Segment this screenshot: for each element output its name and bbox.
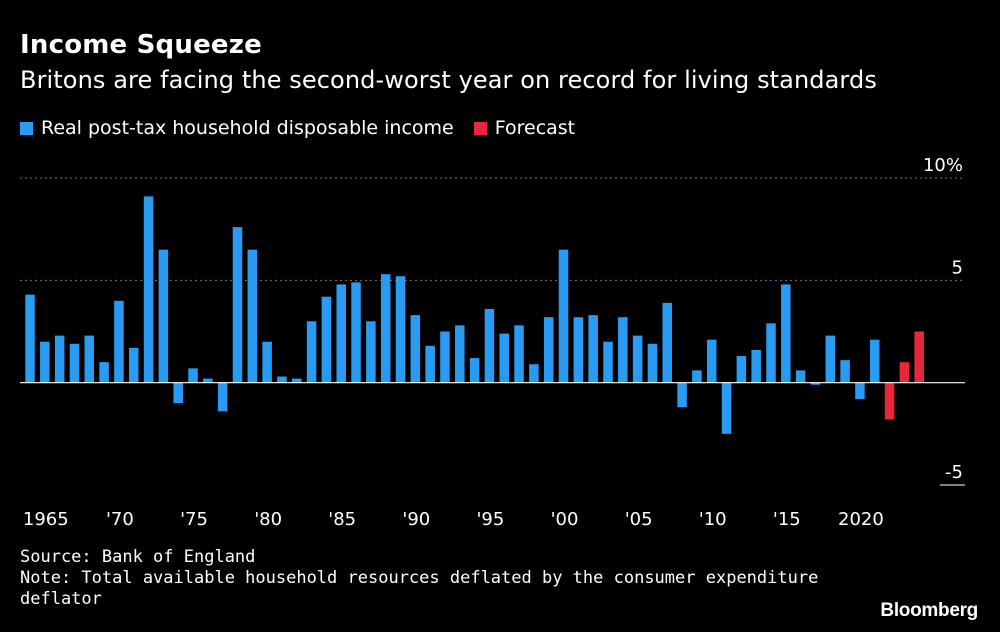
bar-1966 [54,335,65,383]
bar-1992 [440,331,450,383]
bar-2005 [632,335,643,383]
bar-1999 [543,317,554,383]
x-tick-label-2015: '15 [773,509,801,530]
bar-1970 [114,300,124,383]
bar-1977 [217,382,228,412]
bar-1974 [173,382,183,404]
bar-1985 [336,284,346,383]
forecast-bar-2024 [914,331,924,383]
bar-chart: 10% 5 -5 1965 '70 '75 '80 '85 '90 '95 '00 '05 '10 '15… [20,155,965,530]
x-tick-label-2010: '10 [699,509,727,530]
bar-1989 [395,276,406,383]
bar-1984 [321,296,332,383]
bar-1983 [306,321,317,383]
bar-2017 [810,382,821,385]
x-tick-label-1980: '80 [254,509,282,530]
bar-2007 [662,302,673,383]
x-tick-label-1970: '70 [106,509,134,530]
bar-2006 [647,343,658,383]
bar-1973 [158,249,169,383]
x-tick-label-2020: 2020 [838,509,884,530]
x-tick-label-1965: 1965 [23,509,69,530]
bar-1997 [514,325,524,383]
bar-1968 [84,335,95,383]
bar-2019 [840,360,850,383]
bar-1976 [203,378,213,383]
x-tick-label-1995: '95 [476,509,504,530]
chart-title: Income Squeeze [20,30,262,60]
bar-1967 [69,343,80,383]
chart-footer: Source: Bank of England Note: Total avai… [20,547,820,610]
bar-2012 [736,356,747,383]
bar-1982 [292,378,302,383]
y-tick-label-10: 10% [923,155,963,176]
bar-1972 [143,196,154,383]
bar-1993 [455,325,465,383]
bar-2021 [869,339,880,383]
bar-2002 [588,315,598,383]
source-note: Source: Bank of England [20,547,256,567]
bar-2020 [855,382,865,400]
y-tick-label--5: -5 [945,462,963,483]
bar-1975 [188,368,198,383]
bar-1998 [529,364,539,383]
bar-1996 [499,333,509,383]
bar-1988 [380,274,391,383]
bar-2001 [573,317,584,383]
bar-2015 [781,284,791,383]
forecast-bar-2023 [899,362,910,383]
forecast-bar-2022 [884,382,895,420]
bar-2010 [706,339,717,383]
bar-1964 [25,294,35,383]
bar-1978 [232,227,243,383]
bar-1994 [469,358,480,383]
legend: Real post-tax household disposable incom… [20,117,595,139]
bar-1969 [99,362,109,383]
bloomberg-logo: Bloomberg [880,600,978,621]
legend-label-forecast: Forecast [494,117,576,139]
x-tick-label-2005: '05 [625,509,653,530]
bar-2004 [618,317,628,383]
footnote: Note: Total available household resource… [20,568,819,609]
bar-2011 [721,382,732,434]
legend-item-forecast: Forecast [473,117,576,139]
bar-1987 [366,321,376,383]
bar-2000 [558,249,569,383]
legend-label-actual: Real post-tax household disposable incom… [41,117,454,139]
bar-1990 [410,315,421,383]
bar-1965 [40,341,50,383]
bar-1981 [277,376,287,383]
x-tick-label-1975: '75 [180,509,208,530]
bar-2018 [825,335,836,383]
bar-2008 [677,382,687,408]
legend-swatch-actual [20,121,33,135]
bar-2003 [603,341,613,383]
bar-2014 [766,323,776,383]
legend-swatch-forecast [473,121,487,135]
bar-1986 [351,282,361,383]
x-tick-label-1985: '85 [328,509,356,530]
chart-subtitle: Britons are facing the second-worst year… [20,66,877,94]
legend-item-actual: Real post-tax household disposable incom… [20,117,454,139]
y-tick-label-5: 5 [952,257,963,278]
bar-2013 [751,349,761,383]
bar-1980 [262,341,272,383]
bar-1995 [484,308,495,383]
bar-2009 [692,370,702,383]
x-tick-label-1990: '90 [402,509,430,530]
x-tick-label-2000: '00 [551,509,579,530]
bar-2016 [795,370,806,383]
bar-1979 [247,249,258,383]
bar-1991 [425,345,435,383]
bar-1971 [128,347,139,383]
